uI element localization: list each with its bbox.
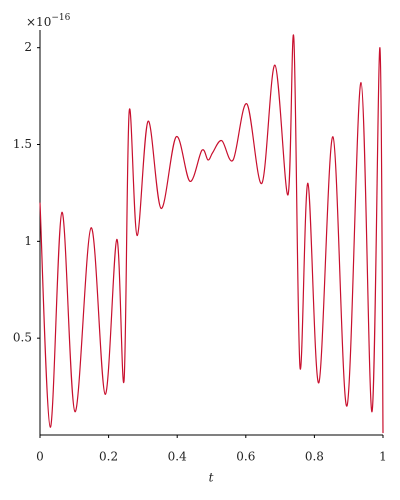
x-tick-label: 0.8 [305, 450, 324, 464]
x-axis-label: t [209, 471, 214, 485]
x-tick-label: 0.4 [168, 450, 187, 464]
y-multiplier-exponent: −16 [51, 13, 70, 23]
x-tick-label: 0 [36, 450, 44, 464]
y-multiplier-base: ×10 [26, 15, 51, 29]
x-tick-label: 0.6 [236, 450, 255, 464]
y-tick-label: 1.5 [13, 137, 32, 151]
x-tick-label: 0.2 [99, 450, 118, 464]
y-tick-label: 0.5 [13, 331, 32, 345]
y-tick-label: 2 [24, 40, 32, 54]
y-tick-label: 1 [24, 234, 32, 248]
x-tick-label: 1 [379, 450, 387, 464]
data-line [39, 34, 384, 434]
y-multiplier: ×10−16 [26, 13, 71, 29]
